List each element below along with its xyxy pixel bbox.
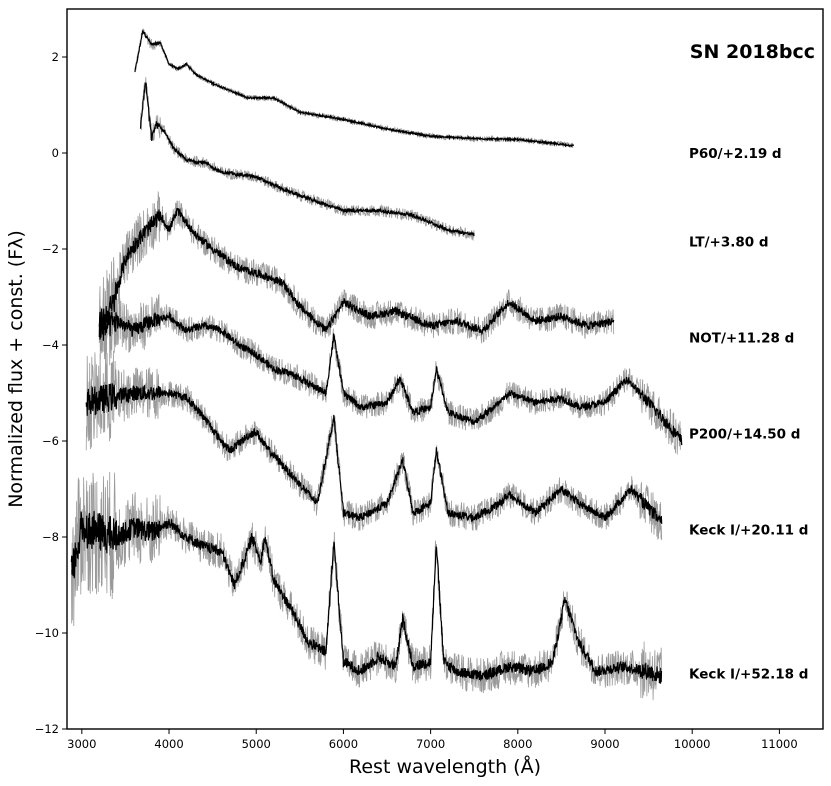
raw-spectrum-line <box>134 28 574 149</box>
smoothed-spectrum-line <box>98 310 683 446</box>
y-tick-label: −8 <box>42 530 59 544</box>
y-tick-label: −12 <box>35 722 59 736</box>
x-tick-label: 6000 <box>329 737 358 751</box>
smoothed-spectrum-line <box>98 207 615 338</box>
y-tick-label: 0 <box>52 146 59 160</box>
plot-frame <box>66 8 824 730</box>
x-tick-label: 3000 <box>67 737 96 751</box>
x-tick-label: 8000 <box>503 737 532 751</box>
epoch-label: Keck I/+52.18 d <box>689 667 808 683</box>
epoch-label: LT/+3.80 d <box>689 235 769 251</box>
y-tick-label: −2 <box>42 242 59 256</box>
smoothed-spectrum-line <box>139 82 475 237</box>
smoothed-spectra-layer <box>70 30 683 684</box>
epoch-label: NOT/+11.28 d <box>689 331 794 347</box>
epoch-label: P60/+2.19 d <box>689 146 782 162</box>
x-tick-label: 7000 <box>416 737 445 751</box>
y-tick-label: −6 <box>42 434 59 448</box>
raw-spectrum-line <box>98 191 615 360</box>
x-tick-label: 5000 <box>242 737 271 751</box>
y-axis-ticks: 2 0 −2 −4 −6 −8 −10 −12 <box>35 50 67 736</box>
smoothed-spectrum-line <box>70 511 663 684</box>
x-axis-title: Rest wavelength (Å) <box>349 755 541 778</box>
chart-title: SN 2018bcc <box>690 41 815 63</box>
x-tick-label: 4000 <box>154 737 183 751</box>
epoch-labels: P60/+2.19 d LT/+3.80 d NOT/+11.28 d P200/+1… <box>689 146 808 683</box>
y-axis-title: Normalized flux + const. (Fλ) <box>5 230 27 508</box>
y-tick-label: −4 <box>42 338 59 352</box>
y-tick-label: 2 <box>52 50 59 64</box>
x-tick-label: 9000 <box>590 737 619 751</box>
smoothed-spectrum-line <box>134 30 574 148</box>
x-axis-ticks: 3000 4000 5000 6000 7000 8000 9000 10000 11000 <box>67 729 798 751</box>
x-tick-label: 10000 <box>674 737 711 751</box>
epoch-label: Keck I/+20.11 d <box>689 523 808 539</box>
smoothed-spectrum-line <box>85 383 663 524</box>
x-tick-label: 11000 <box>761 737 798 751</box>
epoch-label: P200/+14.50 d <box>689 427 800 443</box>
y-tick-label: −10 <box>35 626 59 640</box>
